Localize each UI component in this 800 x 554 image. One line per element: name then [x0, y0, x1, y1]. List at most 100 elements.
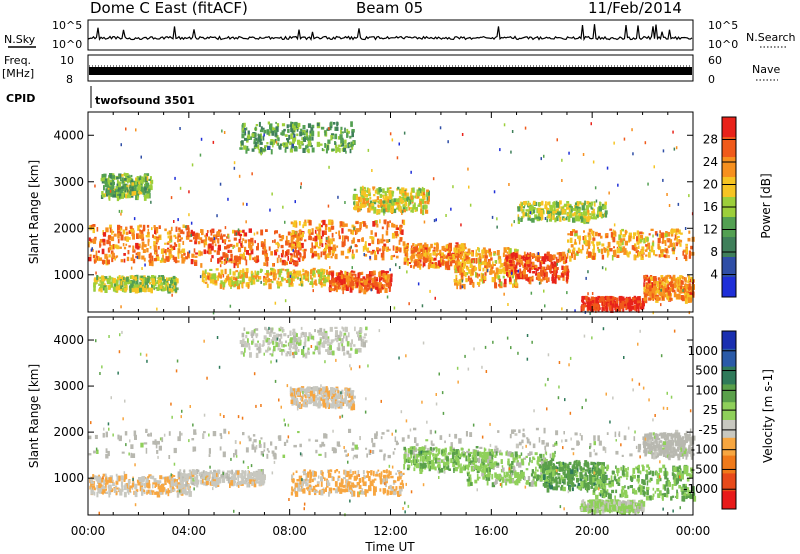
heatmap-cell [251, 279, 256, 285]
heatmap-cell [239, 275, 241, 279]
heatmap-cell [344, 240, 346, 246]
heatmap-cell [567, 239, 570, 243]
heatmap-cell [393, 208, 397, 214]
heatmap-cell [338, 144, 342, 147]
heatmap-cell [290, 133, 293, 140]
heatmap-cell [347, 130, 350, 134]
heatmap-cell [221, 256, 224, 260]
heatmap-cell [639, 303, 642, 307]
heatmap-sparse [90, 122, 694, 315]
heatmap-cell [587, 232, 591, 237]
heatmap-cell [376, 189, 380, 195]
heatmap-cell [215, 268, 219, 271]
heatmap-cell [323, 275, 327, 280]
heatmap-cell [300, 281, 304, 286]
heatmap-cell [609, 300, 612, 306]
heatmap-cell [126, 256, 130, 262]
heatmap-cell [683, 289, 685, 293]
heatmap-cell [368, 192, 371, 197]
heatmap-cell [354, 444, 358, 450]
heatmap-cell [478, 273, 481, 277]
heatmap-cell [506, 251, 509, 254]
heatmap-cell [635, 246, 638, 250]
heatmap-cell [248, 240, 252, 247]
heatmap-cell [402, 200, 405, 204]
heatmap-cell [606, 166, 609, 170]
heatmap-cell [177, 253, 180, 259]
heatmap-cell [191, 163, 194, 167]
heatmap-cell [404, 251, 407, 257]
heatmap-cell [185, 225, 187, 229]
heatmap-cell [517, 206, 521, 212]
heatmap-cell [646, 284, 650, 288]
heatmap-cell [279, 235, 283, 238]
heatmap-cell [414, 447, 417, 453]
heatmap-cell [202, 274, 206, 278]
heatmap-cell [143, 244, 147, 248]
heatmap-cell [359, 436, 361, 441]
heatmap-cell [159, 281, 163, 284]
heatmap-cell [440, 253, 443, 259]
heatmap-cell [590, 206, 593, 210]
heatmap-cell [516, 262, 518, 265]
heatmap-cell [245, 147, 248, 154]
heatmap-cell [170, 239, 173, 243]
heatmap-cell [338, 276, 341, 282]
heatmap-cell [428, 248, 430, 253]
heatmap-cell [289, 274, 292, 278]
heatmap-cell [117, 233, 120, 239]
heatmap-cell [147, 188, 151, 193]
heatmap-cell [587, 303, 590, 309]
heatmap-cell [313, 250, 317, 254]
heatmap-cell [163, 279, 167, 283]
heatmap-cell [423, 188, 426, 193]
heatmap-cell [206, 272, 210, 277]
heatmap-cell [294, 121, 298, 126]
heatmap-cell [304, 219, 307, 223]
heatmap-cell [165, 256, 167, 261]
heatmap-cell [516, 262, 519, 266]
heatmap-cell [556, 208, 559, 214]
heatmap-cell [120, 143, 122, 147]
heatmap-cell [361, 237, 364, 242]
heatmap-cell [116, 176, 119, 180]
heatmap-cell [260, 147, 263, 153]
heatmap-cell [522, 428, 525, 432]
heatmap-cell [358, 196, 361, 203]
heatmap-cell [332, 238, 335, 242]
heatmap-cell [382, 200, 386, 204]
heatmap-cell [121, 179, 124, 184]
heatmap-cell [515, 273, 520, 278]
heatmap-cell [560, 206, 563, 209]
heatmap-cell [128, 186, 132, 190]
heatmap-cell [312, 289, 314, 293]
heatmap-cell [652, 290, 656, 295]
heatmap-cell [351, 447, 355, 451]
heatmap-cell [459, 283, 462, 290]
heatmap-cell [546, 251, 550, 256]
heatmap-cell [497, 275, 501, 280]
heatmap-cell [350, 141, 353, 145]
heatmap-cell [239, 235, 242, 240]
heatmap-cell [499, 268, 503, 274]
heatmap-cell [233, 281, 236, 288]
heatmap-cell [158, 275, 161, 279]
heatmap-cell [431, 443, 435, 446]
heatmap-cell [202, 270, 205, 274]
heatmap-cell [608, 191, 610, 195]
heatmap-cell [245, 268, 249, 274]
heatmap-cell [291, 230, 295, 235]
heatmap-cell [107, 279, 111, 285]
heatmap-cell [139, 281, 143, 287]
heatmap-cell [251, 241, 254, 245]
heatmap-cell [409, 262, 411, 264]
heatmap-cell [377, 200, 381, 204]
heatmap-cell [410, 248, 414, 251]
heatmap-cell [331, 280, 336, 287]
heatmap-cell [622, 248, 625, 253]
heatmap-cell [242, 229, 245, 233]
heatmap-cell [113, 283, 116, 287]
heatmap-cell [406, 250, 408, 256]
heatmap-cell [351, 129, 355, 133]
heatmap-cell [466, 272, 469, 276]
